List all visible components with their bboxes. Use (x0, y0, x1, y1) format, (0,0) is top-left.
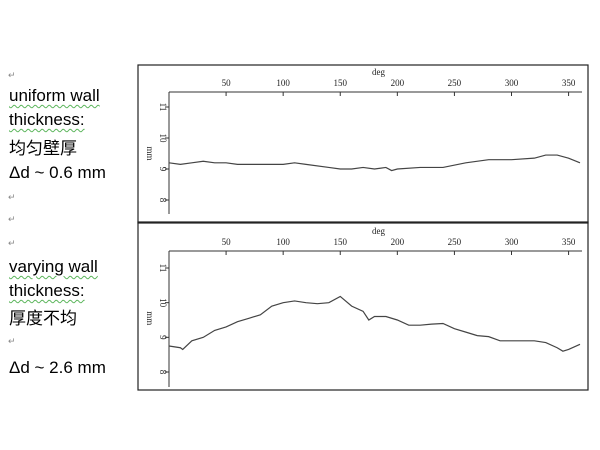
chart-frame (137, 64, 589, 224)
x-axis-label: deg (372, 67, 385, 77)
x-tick-label: 150 (334, 237, 348, 247)
x-tick-label: 300 (505, 78, 519, 88)
y-tick-label: 9 (158, 167, 168, 172)
x-tick-label: 50 (222, 78, 232, 88)
y-tick-label: 11 (158, 264, 168, 273)
label-line: uniform wall (9, 86, 100, 105)
paragraph-mark: ↵ (8, 214, 16, 224)
y-tick-label: 11 (158, 103, 168, 112)
x-tick-label: 50 (222, 237, 232, 247)
paragraph-mark: ↵ (8, 70, 16, 80)
x-tick-label: 350 (562, 237, 576, 247)
x-tick-label: 100 (276, 78, 290, 88)
x-tick-label: 250 (448, 78, 462, 88)
chart-frame (137, 221, 589, 391)
y-tick-label: 8 (158, 198, 168, 203)
label-line: 厚度不均 (9, 309, 77, 328)
paragraph-mark: ↵ (8, 336, 16, 346)
y-tick-label: 8 (158, 370, 168, 375)
x-tick-label: 150 (334, 78, 348, 88)
y-axis-label: mm (145, 146, 155, 160)
x-axis-label: deg (372, 226, 385, 236)
x-tick-label: 100 (276, 237, 290, 247)
delta-label: Δd ~ 0.6 mm (9, 163, 106, 182)
label-line: thickness: (9, 281, 85, 300)
paragraph-mark: ↵ (8, 192, 16, 202)
x-tick-label: 250 (448, 237, 462, 247)
y-tick-label: 9 (158, 335, 168, 340)
x-tick-label: 350 (562, 78, 576, 88)
series-line (168, 295, 581, 352)
x-tick-label: 200 (391, 78, 405, 88)
y-axis-label: mm (145, 311, 155, 325)
label-line: 均匀壁厚 (9, 139, 77, 158)
x-tick-label: 300 (505, 237, 519, 247)
series-line (168, 154, 581, 172)
paragraph-mark: ↵ (8, 238, 16, 248)
y-tick-label: 10 (158, 298, 168, 308)
label-line: thickness: (9, 110, 85, 129)
label-line: varying wall (9, 257, 98, 276)
delta-label: Δd ~ 2.6 mm (9, 358, 106, 377)
x-tick-label: 200 (391, 237, 405, 247)
y-tick-label: 10 (158, 134, 168, 144)
